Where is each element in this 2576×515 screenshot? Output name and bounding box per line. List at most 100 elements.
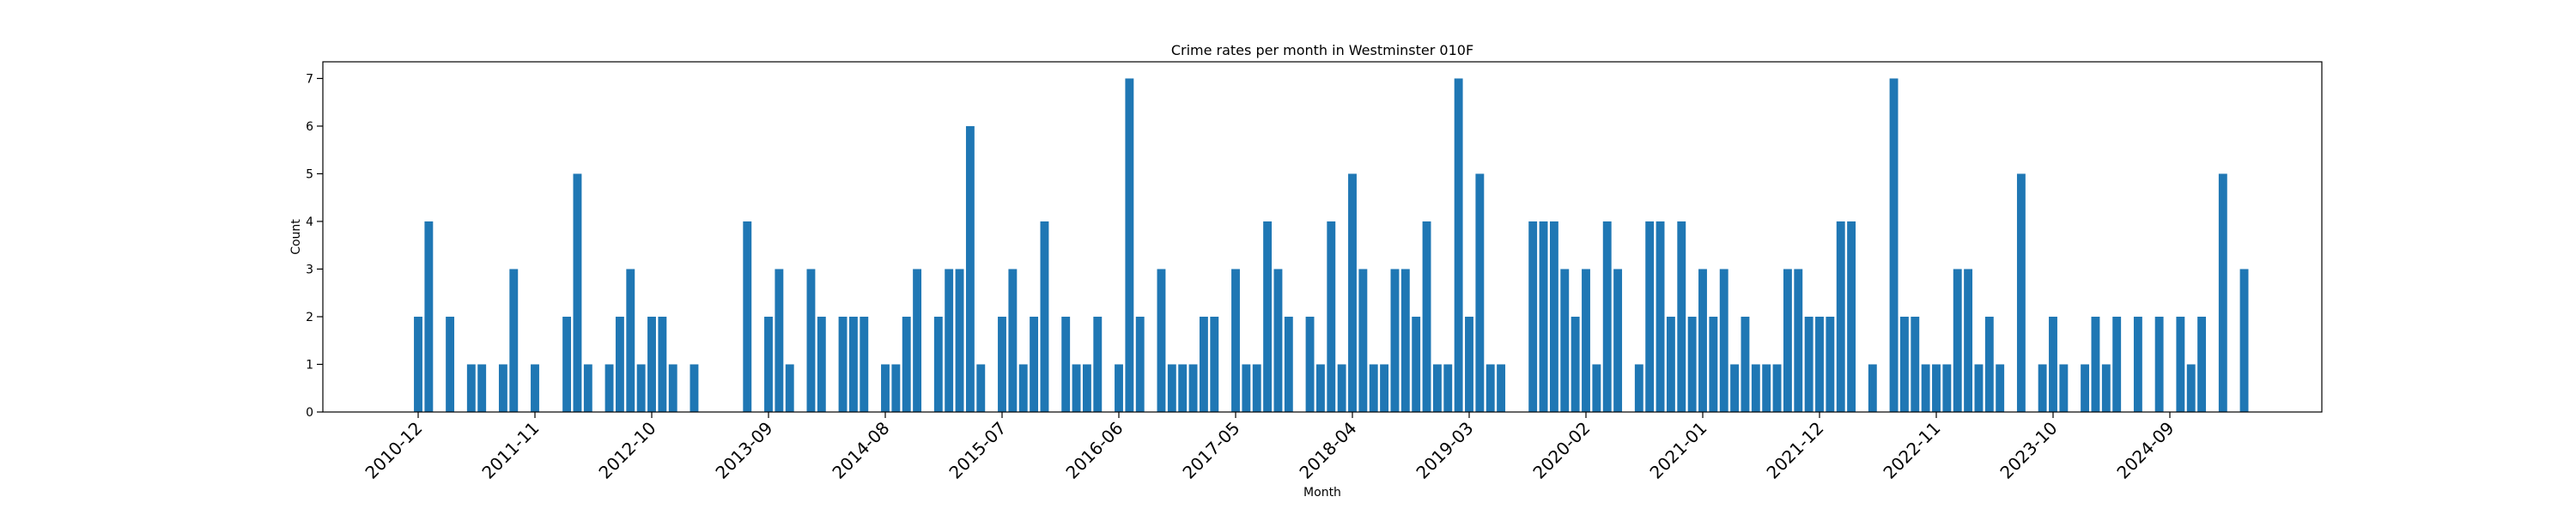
bar-2011-06 [477, 364, 487, 412]
bar-2012-08 [626, 269, 635, 412]
bar-2021-09 [1783, 269, 1792, 412]
bar-2022-05 [1868, 364, 1877, 412]
bar-2024-02 [2091, 316, 2100, 412]
bar-2019-11 [1549, 221, 1558, 412]
bar-2024-10 [2176, 316, 2185, 412]
bar-2018-05 [1358, 269, 1368, 412]
bar-2014-06 [860, 316, 869, 412]
bar-2019-04 [1475, 173, 1485, 412]
bar-2023-11 [2059, 364, 2069, 412]
bar-2019-01 [1443, 364, 1453, 412]
bar-2014-04 [838, 316, 848, 412]
bar-2012-09 [636, 364, 646, 412]
bar-2015-09 [1018, 364, 1028, 412]
bar-2016-12 [1178, 364, 1188, 412]
bar-2011-11 [531, 364, 539, 412]
bar-2020-11 [1677, 221, 1686, 412]
bar-2020-07 [1634, 364, 1643, 412]
chart-title: Crime rates per month in Westminster 010… [1171, 42, 1473, 58]
bar-2024-12 [2197, 316, 2207, 412]
bar-2021-02 [1709, 316, 1718, 412]
bar-2022-09 [1911, 316, 1920, 412]
bar-2021-06 [1751, 364, 1760, 412]
bar-2018-03 [1337, 364, 1346, 412]
bar-2022-10 [1921, 364, 1930, 412]
y-tick-label: 6 [306, 120, 313, 134]
bar-2016-04 [1093, 316, 1103, 412]
bar-2017-02 [1199, 316, 1208, 412]
bar-2018-08 [1390, 269, 1400, 412]
bar-2010-12 [414, 316, 422, 412]
bar-2021-01 [1698, 269, 1707, 412]
bar-2018-12 [1432, 364, 1442, 412]
bar-2013-10 [775, 269, 784, 412]
bar-2022-12 [1942, 364, 1952, 412]
bar-2020-04 [1602, 221, 1612, 412]
bar-2023-04 [1984, 316, 1994, 412]
bar-2015-07 [998, 316, 1006, 412]
bar-2024-11 [2186, 364, 2196, 412]
bar-2022-01 [1826, 316, 1835, 412]
bar-2012-04 [583, 364, 592, 412]
bar-2024-08 [2154, 316, 2164, 412]
bar-2017-12 [1305, 316, 1315, 412]
bar-2018-11 [1422, 221, 1431, 412]
bar-2012-11 [658, 316, 667, 412]
bar-2016-07 [1125, 78, 1134, 413]
bar-2018-02 [1327, 221, 1336, 412]
bar-2023-09 [2038, 364, 2047, 412]
bar-2023-07 [2016, 173, 2026, 412]
bar-2012-02 [562, 316, 572, 412]
bar-2019-09 [1528, 221, 1538, 412]
bar-2016-10 [1157, 269, 1166, 412]
bar-2013-02 [690, 364, 699, 412]
bar-2021-03 [1719, 269, 1728, 412]
plot-frame [322, 61, 2323, 413]
bar-2011-05 [466, 364, 476, 412]
bar-2020-02 [1582, 269, 1590, 412]
bar-2012-03 [573, 173, 582, 412]
bar-2018-09 [1400, 269, 1410, 412]
bar-2015-11 [1040, 221, 1049, 412]
bar-2014-05 [848, 316, 858, 412]
bar-2021-11 [1804, 316, 1814, 412]
y-tick-label: 5 [306, 167, 313, 181]
bar-2011-01 [424, 221, 434, 412]
bar-2020-12 [1687, 316, 1697, 412]
bar-2017-07 [1252, 364, 1261, 412]
bar-2020-10 [1666, 316, 1675, 412]
bar-2023-02 [1964, 269, 1973, 412]
bar-2021-10 [1794, 269, 1803, 412]
bar-2019-05 [1485, 364, 1495, 412]
bar-2019-03 [1465, 316, 1473, 412]
bar-2015-10 [1030, 316, 1039, 412]
bar-2023-03 [1974, 364, 1984, 412]
bar-2017-09 [1273, 269, 1283, 412]
bar-2020-05 [1613, 269, 1623, 412]
bar-2020-08 [1645, 221, 1655, 412]
bar-2020-01 [1571, 316, 1580, 412]
bar-2016-01 [1061, 316, 1071, 412]
bar-2017-10 [1284, 316, 1293, 412]
bar-2022-03 [1847, 221, 1856, 412]
bar-2021-04 [1730, 364, 1740, 412]
bar-2023-05 [1996, 364, 2005, 412]
bar-2018-10 [1412, 316, 1421, 412]
bar-2023-01 [1953, 269, 1962, 412]
bar-2022-02 [1836, 221, 1845, 412]
y-tick-label: 7 [306, 72, 313, 86]
bar-2022-11 [1932, 364, 1941, 412]
bar-2025-02 [2218, 173, 2227, 412]
bar-2014-02 [817, 316, 826, 412]
bar-2012-07 [615, 316, 624, 412]
bar-2024-01 [2081, 364, 2090, 412]
bar-2012-06 [605, 364, 614, 412]
y-axis: 0 1 2 3 4 5 6 7 [306, 72, 323, 420]
bar-2017-05 [1231, 269, 1240, 412]
bar-2011-09 [509, 269, 519, 412]
bar-2024-06 [2133, 316, 2142, 412]
bar-2018-06 [1369, 364, 1378, 412]
bar-2015-03 [955, 269, 964, 412]
bar-2022-08 [1899, 316, 1909, 412]
